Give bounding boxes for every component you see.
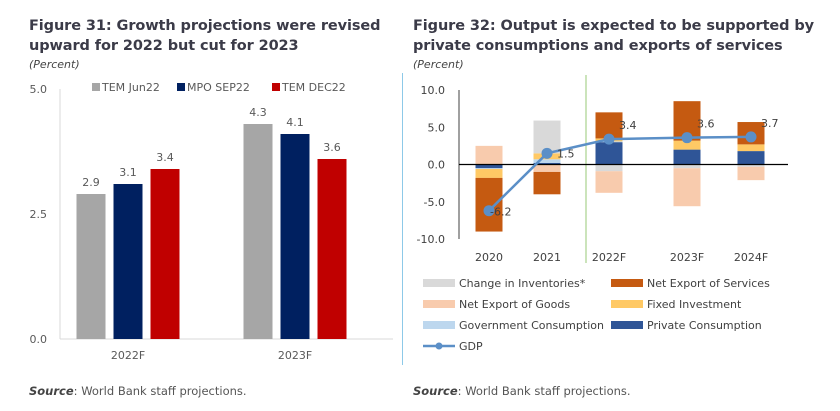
legend-label-net-export-of-goods: Net Export of Goods xyxy=(459,298,570,311)
bar-segment-private-consumption-2020 xyxy=(475,164,503,169)
y-tick-label: 10.0 xyxy=(421,84,446,97)
bar-segment-private-consumption-2023f xyxy=(673,149,701,165)
legend-swatch-mpo-sep22 xyxy=(177,83,185,91)
source-text: : World Bank staff projections. xyxy=(73,384,247,398)
figure-32-title-line2: private consumptions and exports of serv… xyxy=(413,38,783,54)
gdp-data-label: 3.7 xyxy=(761,117,779,130)
legend-swatch-tem-jun22 xyxy=(92,83,100,91)
legend-label-net-export-of-services: Net Export of Services xyxy=(647,277,770,290)
legend-swatch-private-consumption xyxy=(611,321,643,329)
legend-marker-gdp xyxy=(435,342,443,350)
data-label: 3.6 xyxy=(323,141,341,154)
y-tick-label: 0.0 xyxy=(30,333,48,346)
gdp-point-2020 xyxy=(483,205,495,217)
bar-tem-dec22-2022f xyxy=(150,169,180,339)
gdp-data-label: -6.2 xyxy=(490,206,511,219)
y-tick-label: -10.0 xyxy=(417,233,445,246)
bar-segment-private-consumption-2022f xyxy=(595,142,623,165)
x-tick-label: 2024F xyxy=(734,251,768,264)
source-label: Source xyxy=(29,384,74,398)
figure-32-title: Figure 32: Output is expected to be supp… xyxy=(413,16,814,56)
data-label: 2.9 xyxy=(82,176,100,189)
bar-segment-private-consumption-2021 xyxy=(533,163,561,165)
legend-swatch-change-in-inventories xyxy=(423,279,455,287)
x-tick-label: 2020 xyxy=(475,251,503,264)
figure-31-source: Source: World Bank staff projections. xyxy=(29,384,247,398)
legend-swatch-net-export-of-services xyxy=(611,279,643,287)
figure-divider xyxy=(402,73,403,365)
data-label: 4.3 xyxy=(249,106,267,119)
x-tick-label: 2022F xyxy=(111,349,145,362)
y-tick-label: 2.5 xyxy=(30,208,48,221)
figure-32-unit: (Percent) xyxy=(413,58,464,71)
figure-32-source: Source: World Bank staff projections. xyxy=(413,384,631,398)
legend-swatch-government-consumption xyxy=(423,321,455,329)
legend-label-government-consumption: Government Consumption xyxy=(459,319,604,332)
source-text: : World Bank staff projections. xyxy=(457,384,631,398)
bar-tem-jun22-2022f xyxy=(76,194,106,339)
bar-segment-fixed-investment-2023f xyxy=(673,140,701,150)
figure-31-title: Figure 31: Growth projections were revis… xyxy=(29,16,381,56)
bar-tem-jun22-2023f xyxy=(243,124,273,339)
data-label: 4.1 xyxy=(286,116,304,129)
bar-segment-net-export-of-services-2021 xyxy=(533,171,561,195)
x-tick-label: 2023F xyxy=(278,349,312,362)
bar-segment-private-consumption-2024f xyxy=(737,151,765,165)
legend-swatch-fixed-investment xyxy=(611,300,643,308)
y-tick-label: -5.0 xyxy=(424,196,445,209)
x-tick-label: 2022F xyxy=(592,251,626,264)
gdp-point-2024f xyxy=(745,131,757,143)
gdp-point-2023f xyxy=(681,132,693,144)
bar-mpo-sep22-2022f xyxy=(113,184,143,339)
figure-32-chart: -10.0 -5.0 0.0 5.0 10.0 2020 2021 2022F 2023F 202… xyxy=(417,75,788,353)
figure-32-title-line1: Figure 32: Output is expected to be supp… xyxy=(413,18,814,34)
gdp-data-label: 3.6 xyxy=(697,118,715,131)
figure-31-unit: (Percent) xyxy=(29,58,80,71)
gdp-point-2021 xyxy=(541,147,553,159)
source-label: Source xyxy=(413,384,458,398)
bar-segment-net-export-of-goods-2024f xyxy=(737,166,765,181)
bar-segment-government-consumption-2020 xyxy=(475,168,503,169)
figure-31-title-line1: Figure 31: Growth projections were revis… xyxy=(29,18,381,34)
x-tick-label: 2023F xyxy=(670,251,704,264)
gdp-data-label: 1.5 xyxy=(557,147,575,160)
legend-label-tem-jun22: TEM Jun22 xyxy=(101,81,160,94)
bar-segment-government-consumption-2021 xyxy=(533,159,561,164)
legend-label-fixed-investment: Fixed Investment xyxy=(647,298,742,311)
legend-label-gdp: GDP xyxy=(459,340,483,353)
bar-segment-net-export-of-services-2020 xyxy=(475,177,503,232)
bar-segment-change-in-inventories-2023f xyxy=(673,164,701,169)
gdp-point-2022f xyxy=(603,133,615,145)
y-tick-label: 5.0 xyxy=(30,83,48,96)
data-label: 3.1 xyxy=(119,166,137,179)
figure-31-title-line2: upward for 2022 but cut for 2023 xyxy=(29,38,299,54)
bar-mpo-sep22-2023f xyxy=(280,134,310,339)
legend-label-tem-dec22: TEM DEC22 xyxy=(281,81,346,94)
bar-tem-dec22-2023f xyxy=(317,159,347,339)
bar-segment-net-export-of-goods-2020 xyxy=(475,145,503,165)
bar-segment-fixed-investment-2020 xyxy=(475,168,503,178)
legend-label-mpo-sep22: MPO SEP22 xyxy=(187,81,250,94)
legend-swatch-net-export-of-goods xyxy=(423,300,455,308)
bar-segment-change-in-inventories-2024f xyxy=(737,164,765,167)
y-tick-label: 5.0 xyxy=(428,121,446,134)
bar-segment-net-export-of-goods-2021 xyxy=(533,164,561,172)
legend-swatch-tem-dec22 xyxy=(272,83,280,91)
bar-segment-fixed-investment-2024f xyxy=(737,144,765,152)
gdp-data-label: 3.4 xyxy=(619,119,637,132)
bar-segment-change-in-inventories-2022f xyxy=(595,164,623,172)
bar-segment-net-export-of-goods-2022f xyxy=(595,171,623,193)
legend-label-change-in-inventories: Change in Inventories* xyxy=(459,277,586,290)
figure-31-chart: 0.0 2.5 5.0 TEM Jun22 MPO SEP22 TEM DEC22 2.9 3… xyxy=(30,81,393,362)
data-label: 3.4 xyxy=(156,151,174,164)
bar-segment-net-export-of-goods-2023f xyxy=(673,168,701,207)
legend-label-private-consumption: Private Consumption xyxy=(647,319,762,332)
x-tick-label: 2021 xyxy=(533,251,561,264)
y-tick-label: 0.0 xyxy=(428,159,446,172)
